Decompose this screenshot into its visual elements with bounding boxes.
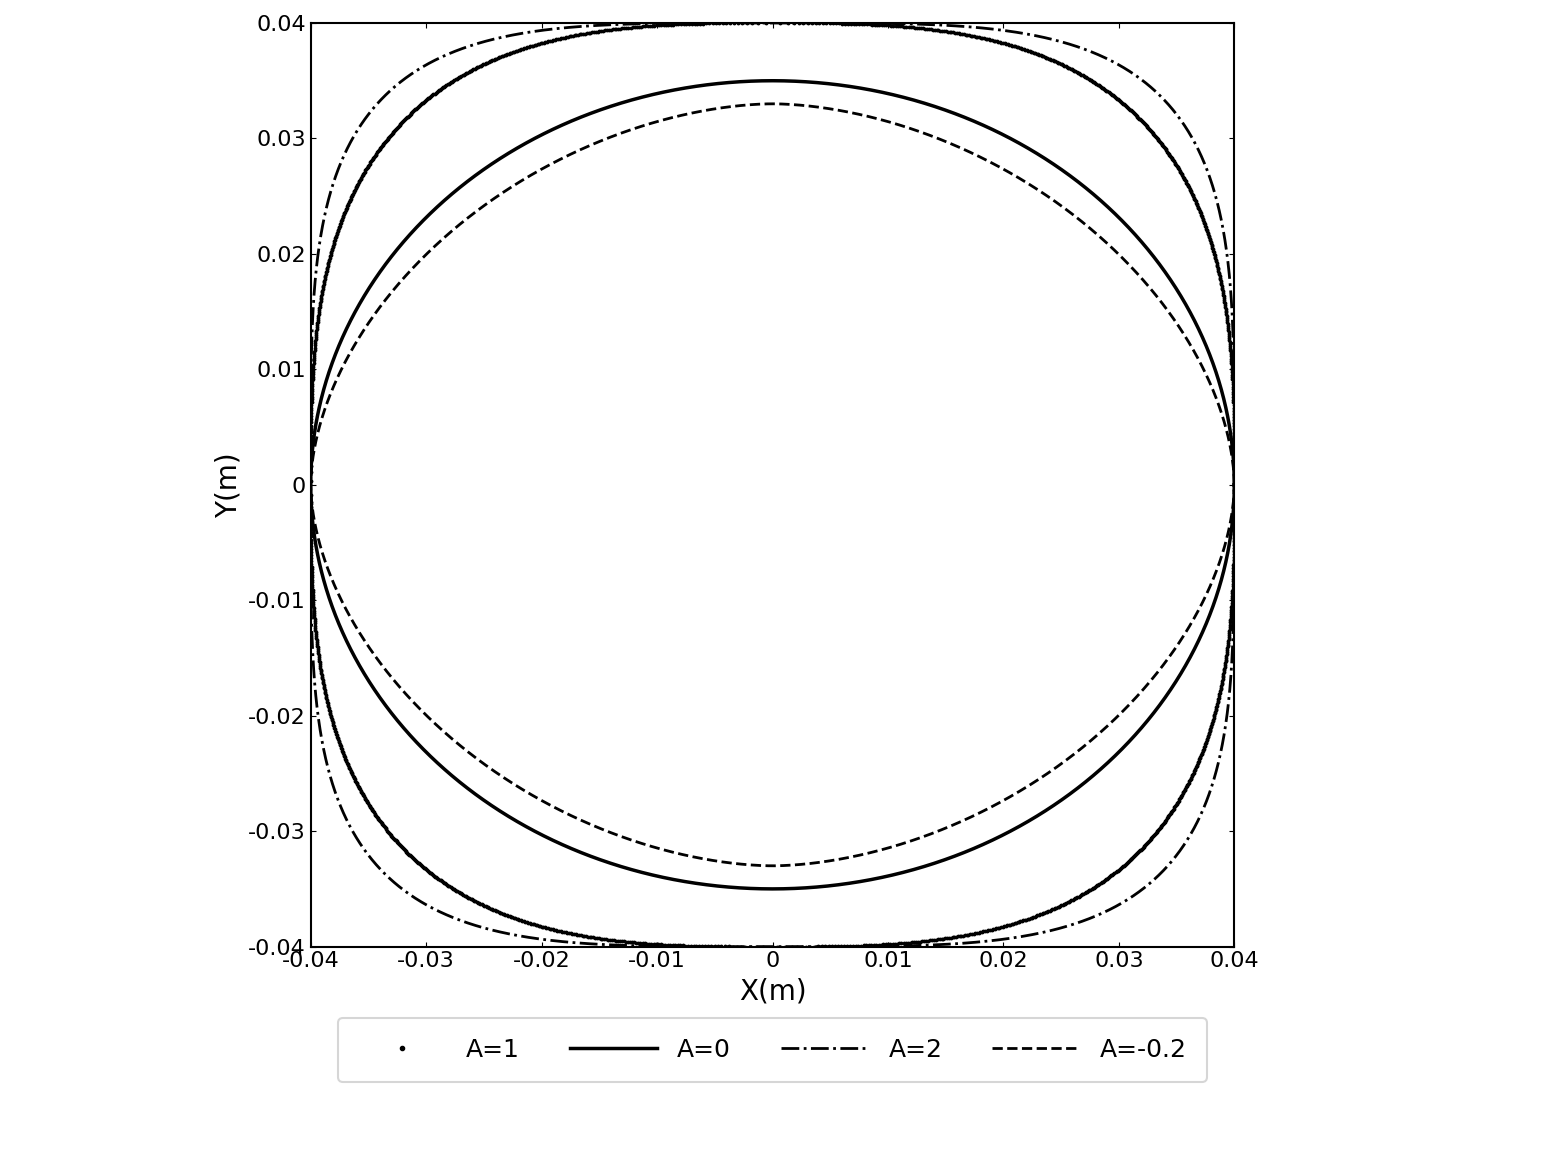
X-axis label: X(m): X(m): [739, 977, 806, 1005]
Legend: A=1, A=0, A=2, A=-0.2: A=1, A=0, A=2, A=-0.2: [338, 1018, 1207, 1082]
Y-axis label: Y(m): Y(m): [215, 452, 243, 517]
